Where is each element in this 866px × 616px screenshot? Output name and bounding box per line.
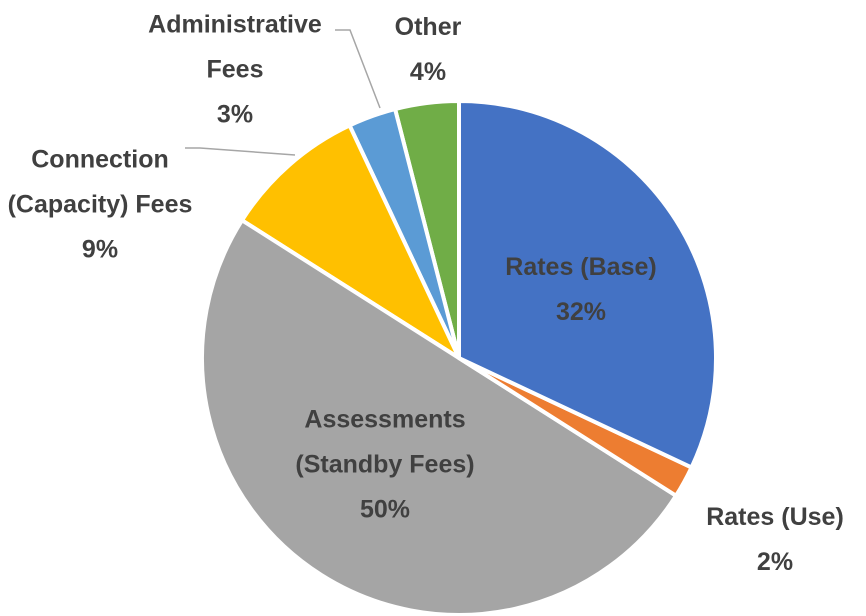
slice-label: Other 4% bbox=[368, 5, 488, 95]
leader-line bbox=[335, 29, 381, 109]
category-label: Rates (Base) bbox=[505, 253, 657, 281]
percent-label: 4% bbox=[409, 58, 447, 86]
percent-label: 2% bbox=[756, 548, 794, 576]
category-label: Assessments (Standby Fees) bbox=[295, 405, 475, 479]
pie-slice bbox=[457, 99, 718, 470]
pie-slice bbox=[200, 218, 678, 616]
pie-slice bbox=[240, 123, 461, 360]
slice-label: Administrative Fees 3% bbox=[120, 3, 350, 138]
category-label: Administrative Fees bbox=[148, 10, 322, 84]
slice-label: Rates (Base) 32% bbox=[471, 245, 691, 335]
slice-label: Rates (Use) 2% bbox=[675, 495, 866, 585]
category-label: Rates (Use) bbox=[706, 503, 844, 531]
percent-label: 32% bbox=[555, 298, 607, 326]
percent-label: 50% bbox=[359, 495, 411, 524]
slice-label: Connection (Capacity) Fees 9% bbox=[8, 138, 193, 273]
category-label: Other bbox=[394, 13, 462, 41]
leader-line bbox=[185, 147, 296, 156]
percent-label: 9% bbox=[81, 235, 119, 264]
percent-label: 3% bbox=[216, 100, 254, 129]
slice-label: Assessments (Standby Fees) 50% bbox=[260, 398, 510, 533]
category-label: Connection (Capacity) Fees bbox=[7, 145, 193, 219]
